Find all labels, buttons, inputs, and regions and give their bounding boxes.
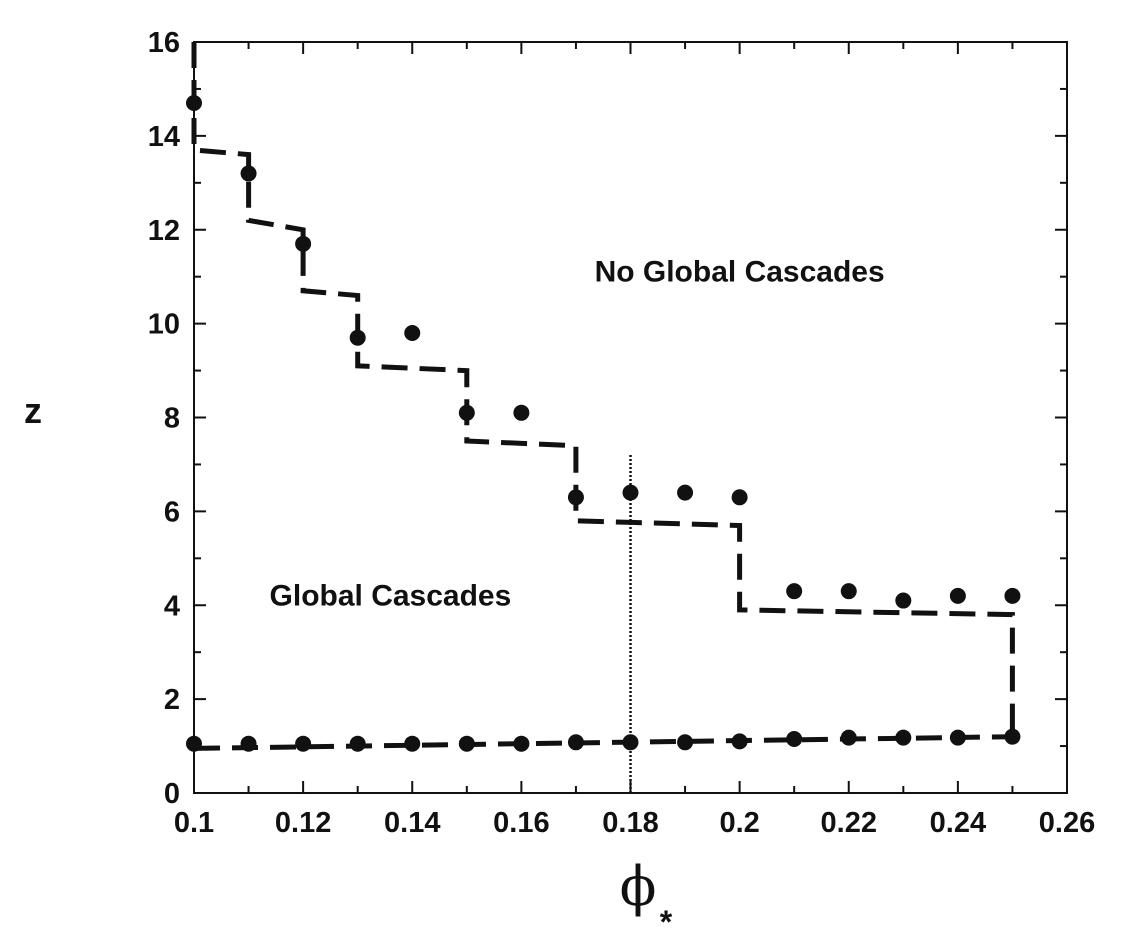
x-tick-label: 0.22	[821, 807, 877, 839]
x-tick-label: 0.1	[174, 807, 214, 839]
x-axis-label: ϕ	[620, 855, 657, 918]
upper-data-point	[786, 583, 803, 600]
x-tick-label: 0.2	[719, 807, 759, 839]
lower-data-point	[677, 734, 694, 751]
plot-layer: No Global Cascades Global Cascades	[186, 42, 1021, 793]
y-tick-label: 10	[148, 309, 180, 341]
upper-data-point	[949, 587, 966, 604]
upper-data-point	[240, 165, 257, 182]
y-tick-label: 14	[148, 121, 180, 153]
upper-data-point	[731, 489, 748, 506]
lower-boundary-line	[193, 734, 1013, 751]
y-tick-label: 6	[164, 496, 180, 528]
y-tick-label: 12	[148, 215, 180, 247]
lower-data-point	[786, 731, 803, 748]
labels-layer: z ϕ *	[24, 390, 673, 940]
upper-data-point	[622, 484, 639, 501]
y-tick-label: 16	[148, 27, 180, 59]
x-tick-label: 0.26	[1039, 807, 1095, 839]
x-tick-label: 0.24	[930, 807, 986, 839]
x-tick-label: 0.18	[602, 807, 658, 839]
upper-data-point	[677, 484, 694, 501]
x-tick-label: 0.14	[384, 807, 440, 839]
ticks-layer: 0.1 0.12 0.14 0.16 0.18 0.2 0.22 0.24 0.26 0 2 4 6 8 1…	[148, 27, 1095, 839]
x-axis-label-subscript: *	[660, 904, 673, 940]
y-tick-label: 4	[164, 590, 180, 622]
upper-data-point	[895, 592, 912, 609]
lower-data-point	[1004, 728, 1021, 745]
upper-data-point	[840, 583, 857, 600]
annotation-no-global-cascades: No Global Cascades	[595, 255, 885, 288]
y-tick-label: 2	[164, 684, 180, 716]
x-tick-label: 0.12	[275, 807, 331, 839]
y-tick-label: 0	[164, 778, 180, 810]
upper-data-point	[404, 325, 421, 342]
upper-data-point	[1004, 587, 1021, 604]
y-tick-label: 8	[164, 403, 180, 435]
boundary-step-line	[191, 42, 1015, 737]
annotation-global-cascades: Global Cascades	[270, 579, 512, 612]
y-axis-label: z	[24, 390, 42, 431]
upper-data-point	[295, 235, 312, 252]
lower-data-point	[295, 735, 312, 752]
upper-data-point	[513, 404, 530, 421]
x-tick-label: 0.16	[493, 807, 549, 839]
